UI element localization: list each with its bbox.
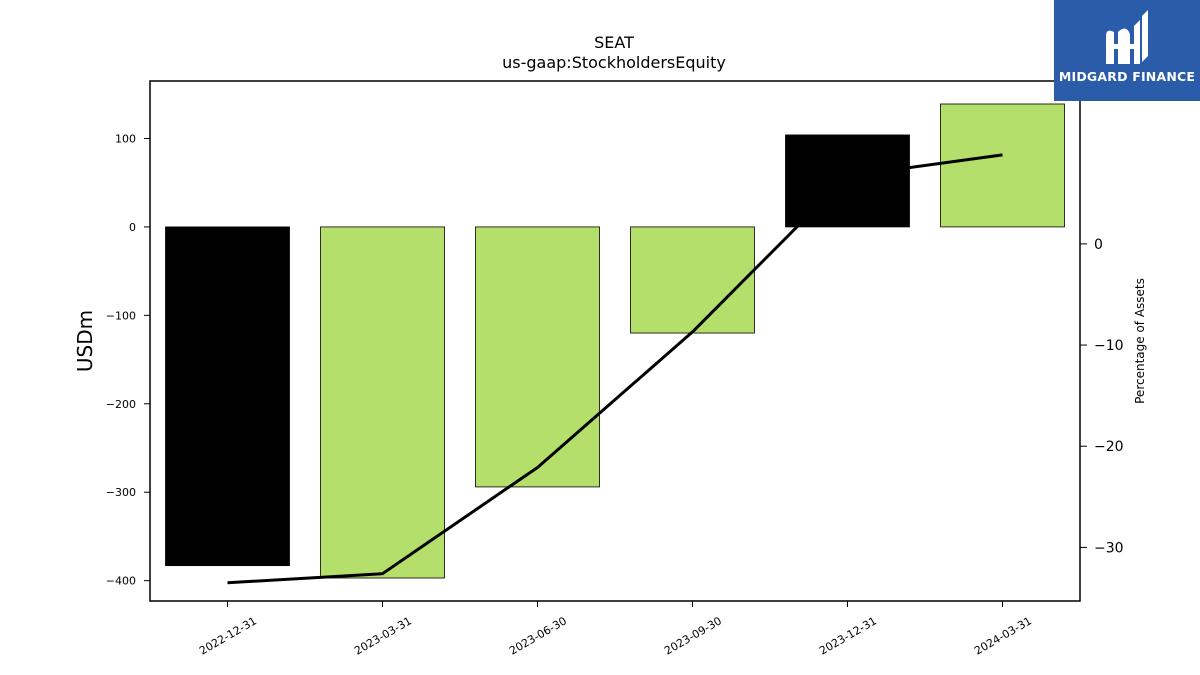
- y-tick-label: −400: [106, 575, 136, 588]
- y2-tick-label: −30: [1094, 540, 1124, 556]
- y2-tick-label: 0: [1094, 237, 1103, 253]
- y-tick-label: −100: [106, 309, 136, 322]
- x-tick-label: 2023-06-30: [507, 614, 569, 657]
- line-group: [227, 153, 1003, 585]
- y2-axis-label: Percentage of Assets: [1133, 278, 1147, 404]
- x-tick-label: 2023-09-30: [662, 614, 724, 657]
- x-tick-label: 2022-12-31: [197, 614, 259, 657]
- bar-2022-12-31: [165, 226, 290, 567]
- bars-group: [165, 103, 1065, 579]
- y-tick-label: −200: [106, 398, 136, 411]
- chart-title: SEAT: [594, 33, 634, 52]
- chart-subtitle: us-gaap:StockholdersEquity: [502, 53, 726, 72]
- bar-2024-03-31: [940, 103, 1065, 228]
- y-axis-label: USDm: [73, 310, 97, 372]
- midgard-finance-logo: MIDGARD FINANCE: [1054, 0, 1200, 101]
- bar-2023-06-30: [475, 226, 600, 488]
- bar-2023-12-31: [785, 134, 910, 228]
- bar-2023-09-30: [630, 226, 755, 334]
- midgard-logo-icon: [1106, 10, 1148, 65]
- percentage-of-assets-line: [227, 153, 1003, 585]
- logo-text: MIDGARD FINANCE: [1058, 69, 1196, 84]
- y2-tick-label: −10: [1094, 338, 1124, 354]
- x-tick-label: 2023-03-31: [352, 614, 414, 657]
- y-axis: 100 0 −100 −200 −300 −400: [106, 132, 150, 588]
- x-tick-label: 2024-03-31: [972, 614, 1034, 657]
- plot-frame: [149, 80, 1081, 602]
- y-tick-label: −300: [106, 486, 136, 499]
- bar-2023-03-31: [320, 226, 445, 579]
- y2-axis: 0 −10 −20 −30: [1080, 237, 1124, 556]
- x-axis: 2022-12-31 2023-03-31 2023-06-30 2023-09-30…: [197, 601, 1034, 658]
- x-tick-label: 2023-12-31: [817, 614, 879, 657]
- y2-tick-label: −20: [1094, 439, 1124, 455]
- y-tick-label: 0: [129, 221, 136, 234]
- y-tick-label: 100: [115, 132, 136, 145]
